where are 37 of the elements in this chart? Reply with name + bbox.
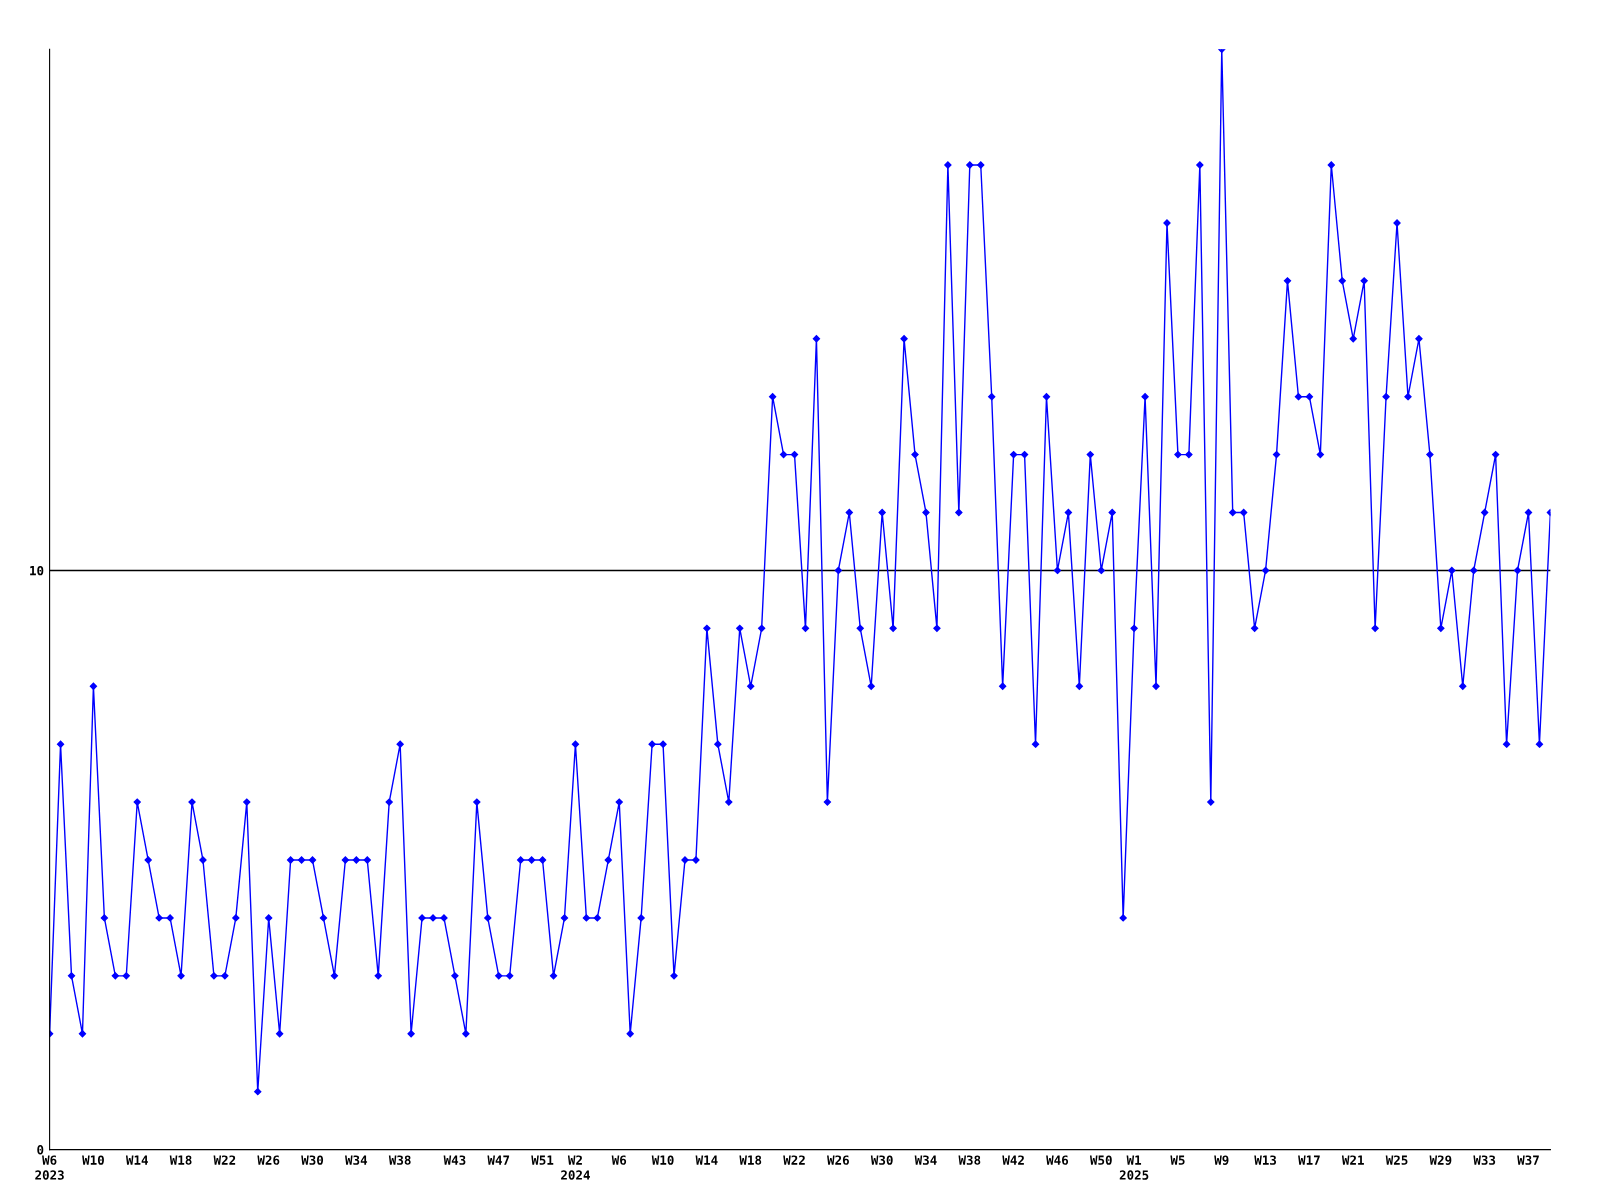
x-tick-label: W25	[1385, 1155, 1408, 1165]
x-tick-label: W18	[739, 1155, 762, 1165]
x-tick-label: W22	[783, 1155, 805, 1165]
x-tick-label: W51	[531, 1155, 554, 1165]
x-tick-label: W6 2023	[35, 1155, 64, 1180]
x-tick-label: W17	[1298, 1155, 1320, 1165]
x-tick-label: W43	[443, 1155, 466, 1165]
x-tick-label: W2 2024	[561, 1155, 590, 1180]
x-tick-label: W34	[345, 1155, 368, 1165]
x-tick-label: W26	[827, 1155, 849, 1165]
x-tick-label: W33	[1473, 1155, 1496, 1165]
x-tick-label: W50	[1089, 1155, 1112, 1165]
x-tick-label: W14	[125, 1155, 148, 1165]
x-tick-label: W5	[1170, 1155, 1185, 1165]
x-tick-label: W38	[388, 1155, 411, 1165]
x-tick-label: W38	[958, 1155, 981, 1165]
x-tick-label: W34	[914, 1155, 937, 1165]
x-tick-label: W10	[651, 1155, 674, 1165]
x-tick-label: W30	[301, 1155, 324, 1165]
x-tick-label: W46	[1046, 1155, 1069, 1165]
x-tick-label: W42	[1002, 1155, 1024, 1165]
x-tick-label: W26	[257, 1155, 280, 1165]
x-tick-label: W22	[213, 1155, 236, 1165]
x-tick-label: W6	[611, 1155, 627, 1165]
x-tick-label: W21	[1341, 1155, 1364, 1165]
x-tick-label: W30	[870, 1155, 893, 1165]
x-tick-label: W37	[1517, 1155, 1539, 1165]
x-tick-label: W47	[487, 1155, 510, 1165]
x-tick-label: W9	[1214, 1155, 1229, 1165]
x-tick-label: W29	[1429, 1155, 1452, 1165]
x-tick-label: W10	[82, 1155, 104, 1165]
y-tick-label: 0	[37, 1145, 44, 1155]
x-tick-label: W14	[695, 1155, 718, 1165]
x-tick-label: W18	[169, 1155, 192, 1165]
x-tick-label: W1 2025	[1119, 1155, 1149, 1180]
x-tick-label: W13	[1254, 1155, 1277, 1165]
y-tick-label: 10	[30, 565, 44, 576]
